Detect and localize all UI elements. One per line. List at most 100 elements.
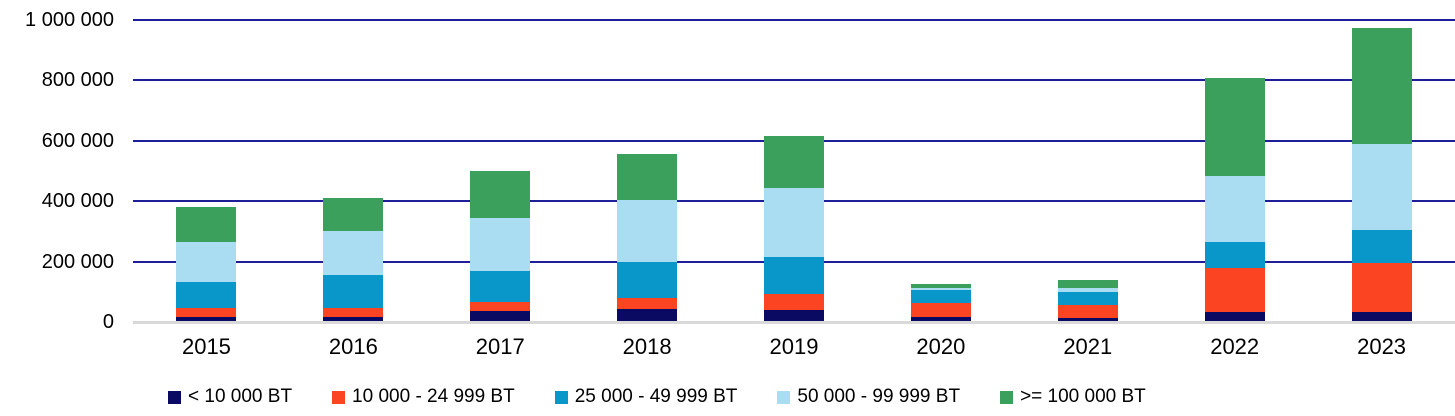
gridline-800000 bbox=[133, 79, 1455, 82]
bar-segment bbox=[910, 302, 971, 317]
legend-swatch-icon bbox=[332, 390, 346, 404]
bar-segment bbox=[470, 171, 531, 218]
bar-segment bbox=[1204, 176, 1265, 242]
x-axis-tick-label: 2022 bbox=[1210, 334, 1260, 359]
plot-area bbox=[133, 19, 1455, 324]
bar-segment bbox=[910, 290, 971, 303]
x-axis-tick-label: 2023 bbox=[1357, 334, 1407, 359]
bar-slot-2016 bbox=[280, 20, 427, 322]
y-axis-tick-label: 0 bbox=[102, 311, 114, 333]
bar-segment bbox=[764, 187, 824, 258]
bar-slot-2017 bbox=[427, 20, 574, 322]
bar-segment bbox=[764, 294, 824, 311]
bar-2020 bbox=[910, 283, 971, 322]
legend-label: 10 000 - 24 999 BT bbox=[352, 386, 515, 407]
bar-segment bbox=[1351, 312, 1412, 322]
bar-slot-2021 bbox=[1014, 20, 1161, 322]
bar-segment bbox=[1204, 311, 1265, 322]
legend-swatch-icon bbox=[168, 390, 181, 404]
y-axis-tick-label: 600 000 bbox=[41, 129, 114, 152]
bar-segment bbox=[323, 316, 384, 322]
bar-segment bbox=[1057, 279, 1118, 288]
legend-label: >= 100 000 BT bbox=[1020, 386, 1146, 407]
y-axis-tick-label: 400 000 bbox=[41, 190, 114, 213]
x-axis: 2015 2016 2017 2018 2019 2020 2021 2022 2023 bbox=[133, 332, 1455, 362]
bar-2021 bbox=[1057, 279, 1118, 322]
legend-swatch-icon bbox=[1000, 390, 1014, 404]
bar-segment bbox=[617, 261, 678, 298]
x-axis-tick-label: 2020 bbox=[916, 334, 966, 359]
x-axis-tick-label: 2016 bbox=[328, 334, 378, 359]
bar-segment bbox=[176, 281, 237, 308]
legend-item: 10 000 - 24 999 BT bbox=[332, 386, 515, 408]
bar-segment bbox=[470, 270, 531, 302]
bar-slot-2015 bbox=[133, 20, 280, 322]
bar-segment bbox=[910, 283, 971, 289]
y-axis-tick-label: 200 000 bbox=[41, 250, 114, 273]
x-axis-tick-label: 2018 bbox=[622, 334, 672, 359]
bar-segment bbox=[323, 308, 384, 317]
legend-item: < 10 000 BT bbox=[168, 386, 292, 408]
bar-2017 bbox=[470, 171, 531, 322]
bar-segment bbox=[176, 207, 237, 243]
x-axis-tick-label: 2017 bbox=[475, 334, 525, 359]
bar-segment bbox=[764, 310, 824, 322]
legend: < 10 000 BT 10 000 - 24 999 BT 25 000 - 49… bbox=[168, 383, 1146, 411]
bar-slot-2023 bbox=[1308, 20, 1455, 322]
bar-segment bbox=[176, 317, 237, 322]
bar-segment bbox=[617, 199, 678, 262]
bar-segment bbox=[1057, 287, 1118, 292]
bar-segment bbox=[1204, 78, 1265, 177]
y-axis-tick-label: 1 000 000 bbox=[25, 9, 114, 31]
bar-segment bbox=[1204, 241, 1265, 268]
bar-segment bbox=[910, 316, 971, 322]
bar-segment bbox=[323, 231, 384, 276]
bar-segment bbox=[176, 242, 237, 282]
bar-segment bbox=[617, 153, 678, 200]
bar-segment bbox=[1057, 304, 1118, 318]
x-axis-line bbox=[133, 321, 1455, 324]
bar-slot-2018 bbox=[574, 20, 721, 322]
bar-segment bbox=[1351, 143, 1412, 230]
x-axis-tick-label: 2015 bbox=[181, 334, 231, 359]
legend-item: 25 000 - 49 999 BT bbox=[554, 386, 738, 408]
bar-segment bbox=[323, 198, 384, 232]
bar-2015 bbox=[176, 207, 237, 322]
legend-swatch-icon bbox=[554, 390, 568, 404]
bar-2023 bbox=[1351, 28, 1412, 322]
bar-segment bbox=[470, 301, 531, 312]
bar-segment bbox=[323, 275, 384, 309]
bar-segment bbox=[1204, 267, 1265, 312]
bar-2018 bbox=[617, 153, 678, 322]
bar-segment bbox=[910, 288, 971, 291]
y-axis-tick-label: 800 000 bbox=[41, 69, 114, 92]
bar-slot-2020 bbox=[867, 20, 1014, 322]
bar-segment bbox=[617, 297, 678, 310]
bar-segment bbox=[470, 217, 531, 271]
legend-item: >= 100 000 BT bbox=[1000, 386, 1146, 408]
legend-swatch-icon bbox=[777, 390, 791, 404]
bar-2019 bbox=[764, 136, 824, 322]
bars-layer bbox=[133, 20, 1455, 322]
legend-item: 50 000 - 99 999 BT bbox=[777, 386, 960, 408]
y-axis: 0 200 000 400 000 600 000 800 000 1 000 000 bbox=[0, 0, 114, 416]
bar-segment bbox=[176, 307, 237, 318]
x-axis-tick-label: 2019 bbox=[769, 334, 819, 359]
bar-segment bbox=[1057, 291, 1118, 305]
bar-segment bbox=[1057, 317, 1118, 322]
x-axis-tick-label: 2021 bbox=[1063, 334, 1113, 359]
legend-label: < 10 000 BT bbox=[188, 386, 293, 407]
legend-label: 25 000 - 49 999 BT bbox=[574, 386, 738, 407]
bar-segment bbox=[470, 311, 531, 322]
bar-2022 bbox=[1204, 78, 1265, 322]
bar-2016 bbox=[323, 198, 384, 322]
bar-segment bbox=[617, 309, 678, 322]
bar-slot-2022 bbox=[1161, 20, 1308, 322]
bar-segment bbox=[764, 257, 824, 295]
gridline-1000000 bbox=[133, 19, 1455, 21]
bar-segment bbox=[1351, 263, 1412, 313]
bar-segment bbox=[1351, 28, 1412, 144]
bar-segment bbox=[1351, 229, 1412, 264]
legend-label: 50 000 - 99 999 BT bbox=[797, 386, 961, 407]
